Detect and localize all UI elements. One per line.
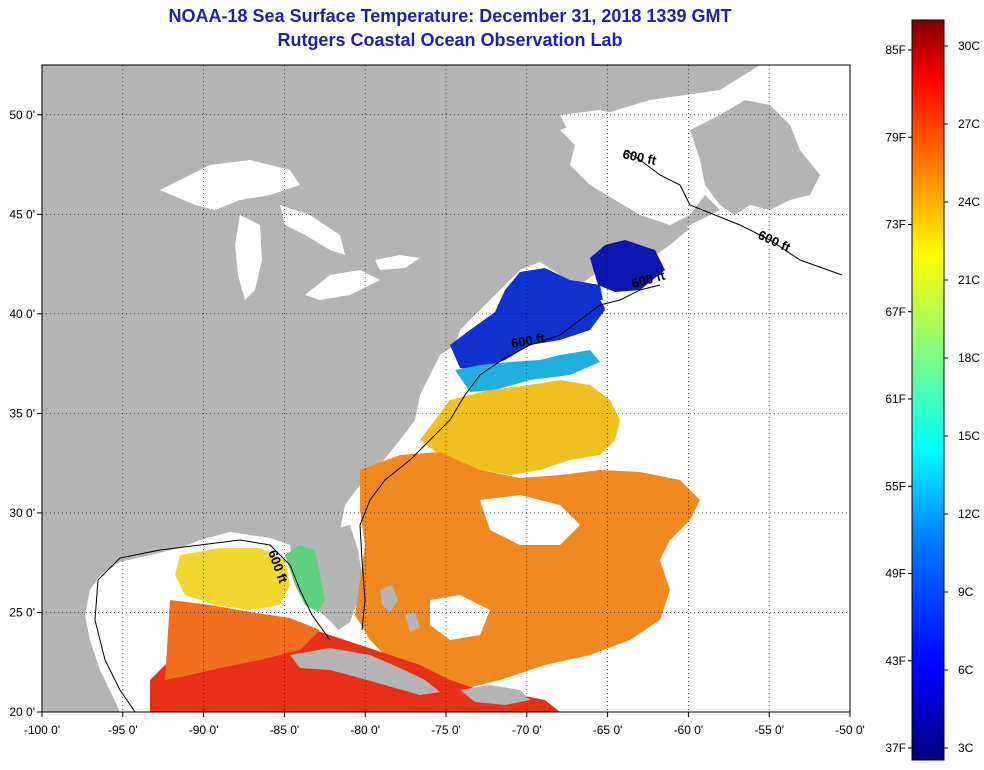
colorbar-c-label: 6C	[958, 663, 974, 677]
colorbar-f-label: 61F	[885, 392, 906, 406]
contour-label: 600 ft	[510, 330, 547, 351]
map-subtitle: Rutgers Coastal Ocean Observation Lab	[277, 30, 623, 50]
colorbar-c-label: 18C	[958, 351, 980, 365]
sst-cold-gulf-of-maine	[450, 268, 605, 370]
cloud-patch-2	[480, 495, 580, 545]
colorbar-f-labels: 85F 79F 73F 67F 61F 55F 49F 43F 37F	[885, 43, 912, 755]
sst-orange-gulf	[165, 600, 320, 680]
y-tick-label: 50 0'	[9, 108, 35, 122]
x-tick-label: -75 0'	[431, 723, 461, 737]
contour-label: 600 ft	[621, 146, 658, 168]
y-tick-label: 20 0'	[9, 705, 35, 719]
land-florida	[300, 525, 362, 630]
colorbar-f-label: 85F	[885, 43, 906, 57]
colorbar-c-label: 30C	[958, 39, 980, 53]
colorbar-f-label: 79F	[885, 130, 906, 144]
x-tick-label: -85 0'	[270, 723, 300, 737]
colorbar-f-label: 37F	[885, 741, 906, 755]
colorbar-f-label: 43F	[885, 654, 906, 668]
x-tick-label: -95 0'	[108, 723, 138, 737]
land-cuba	[290, 648, 440, 695]
y-tick-label: 35 0'	[9, 406, 35, 420]
x-tick-label: -60 0'	[674, 723, 704, 737]
x-tick-label: -80 0'	[350, 723, 380, 737]
x-tick-label: -50 0'	[835, 723, 865, 737]
cloud-patch	[600, 280, 850, 712]
land-north-america	[42, 65, 760, 712]
x-tick-label: -70 0'	[512, 723, 542, 737]
colorbar-f-label: 49F	[885, 567, 906, 581]
colorbar-c-label: 9C	[958, 585, 974, 599]
colorbar-c-label: 21C	[958, 273, 980, 287]
gulf-of-st-lawrence	[560, 110, 705, 225]
y-tick-label: 30 0'	[9, 506, 35, 520]
cloud-patch-3	[430, 595, 490, 640]
sst-green-florida-shelf	[285, 545, 325, 612]
sst-cool-shelf	[455, 350, 600, 392]
colorbar-f-label: 73F	[885, 218, 906, 232]
y-tick-label: 45 0'	[9, 207, 35, 221]
colorbar-c-label: 27C	[958, 117, 980, 131]
colorbar-c-label: 15C	[958, 429, 980, 443]
land-bahamas	[380, 585, 420, 632]
colorbar-c-label: 3C	[958, 741, 974, 755]
y-tick-label: 25 0'	[9, 605, 35, 619]
x-tick-label: -55 0'	[754, 723, 784, 737]
x-axis-ticks: -100 0' -95 0' -90 0' -85 0' -80 0' -75 0' -70…	[24, 712, 865, 737]
colorbar-c-labels: 30C 27C 24C 21C 18C 15C 12C 9C 6C 3C	[944, 39, 980, 755]
y-tick-label: 40 0'	[9, 307, 35, 321]
x-tick-label: -90 0'	[189, 723, 219, 737]
y-axis-ticks: 50 0' 45 0' 40 0' 35 0' 30 0' 25 0' 20 0'	[9, 108, 42, 719]
colorbar	[911, 19, 945, 761]
sst-warm-gulfstream	[420, 380, 620, 475]
map-title: NOAA-18 Sea Surface Temperature: Decembe…	[168, 6, 732, 26]
colorbar-f-label: 55F	[885, 479, 906, 493]
colorbar-c-label: 24C	[958, 195, 980, 209]
colorbar-c-label: 12C	[958, 507, 980, 521]
x-tick-label: -100 0'	[24, 723, 60, 737]
great-lakes	[160, 160, 420, 300]
sst-yellow-east-gulf	[175, 548, 290, 610]
land-hispaniola	[460, 685, 530, 705]
isobath-600ft	[94, 149, 843, 712]
colorbar-f-label: 67F	[885, 305, 906, 319]
sst-cold-scotian	[590, 240, 665, 292]
x-tick-label: -65 0'	[593, 723, 623, 737]
land-newfoundland	[690, 100, 820, 215]
graticule	[42, 65, 850, 712]
